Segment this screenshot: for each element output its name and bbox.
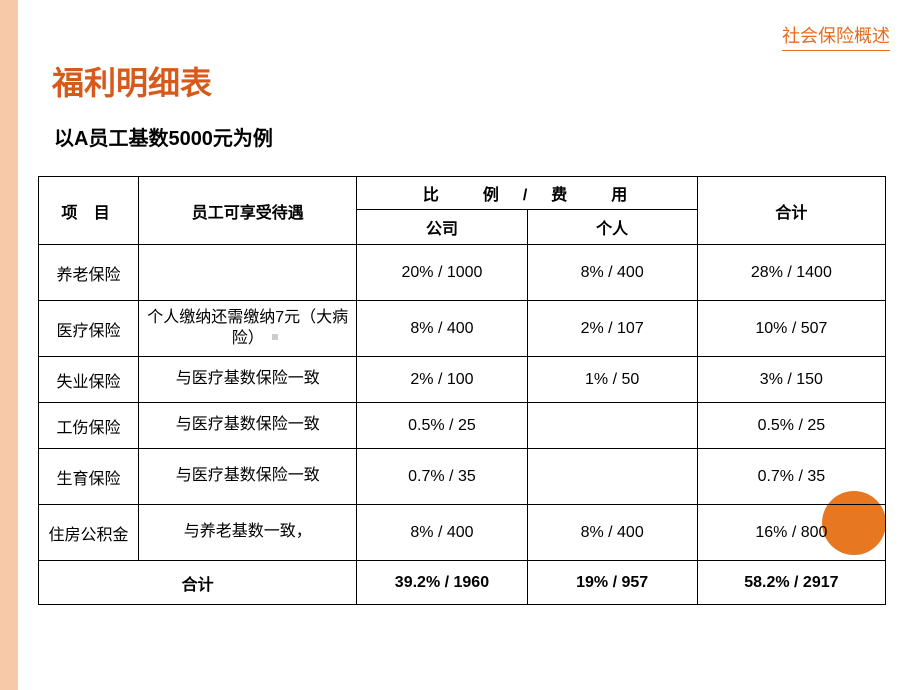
cell-individual: 8% / 400 xyxy=(527,505,697,561)
cell-individual xyxy=(527,403,697,449)
cell-company: 8% / 400 xyxy=(357,505,527,561)
cell-item: 失业保险 xyxy=(39,357,139,403)
cell-total: 0.5% / 25 xyxy=(697,403,885,449)
cell-item: 生育保险 xyxy=(39,449,139,505)
cell-individual: 2% / 107 xyxy=(527,301,697,357)
th-individual: 个人 xyxy=(527,210,697,245)
table-row: 生育保险 与医疗基数保险一致 0.7% / 35 0.7% / 35 xyxy=(39,449,886,505)
cell-total: 28% / 1400 xyxy=(697,245,885,301)
table-row: 养老保险 20% / 1000 8% / 400 28% / 1400 xyxy=(39,245,886,301)
cell-item: 工伤保险 xyxy=(39,403,139,449)
cell-total: 10% / 507 xyxy=(697,301,885,357)
table-row: 医疗保险 个人缴纳还需缴纳7元（大病险） 8% / 400 2% / 107 1… xyxy=(39,301,886,357)
th-total: 合计 xyxy=(697,177,885,245)
cell-company: 20% / 1000 xyxy=(357,245,527,301)
cell-company: 8% / 400 xyxy=(357,301,527,357)
th-ratio-cost: 比 例 / 费 用 xyxy=(357,177,697,210)
cell-company: 0.7% / 35 xyxy=(357,449,527,505)
cell-total: 16% / 800 xyxy=(697,505,885,561)
cell-total-company: 39.2% / 1960 xyxy=(357,561,527,605)
th-benefit: 员工可享受待遇 xyxy=(139,177,357,245)
th-company: 公司 xyxy=(357,210,527,245)
page-subtitle: 以A员工基数5000元为例 xyxy=(54,122,273,151)
left-accent-bar xyxy=(0,0,18,690)
th-item: 项 目 xyxy=(39,177,139,245)
cell-benefit xyxy=(139,245,357,301)
cell-item: 医疗保险 xyxy=(39,301,139,357)
table-row: 工伤保险 与医疗基数保险一致 0.5% / 25 0.5% / 25 xyxy=(39,403,886,449)
cell-benefit: 与医疗基数保险一致 xyxy=(139,449,357,505)
table-row-total: 合计 39.2% / 1960 19% / 957 58.2% / 2917 xyxy=(39,561,886,605)
cell-individual: 1% / 50 xyxy=(527,357,697,403)
cell-benefit: 与医疗基数保险一致 xyxy=(139,357,357,403)
cell-company: 0.5% / 25 xyxy=(357,403,527,449)
cell-total: 0.7% / 35 xyxy=(697,449,885,505)
cell-benefit: 与养老基数一致， xyxy=(139,505,357,561)
cell-total-total: 58.2% / 2917 xyxy=(697,561,885,605)
table-row: 住房公积金 与养老基数一致， 8% / 400 8% / 400 16% / 8… xyxy=(39,505,886,561)
benefits-table: 项 目 员工可享受待遇 比 例 / 费 用 合计 公司 个人 养老保险 20% … xyxy=(38,176,886,605)
cell-item: 住房公积金 xyxy=(39,505,139,561)
cell-total-individual: 19% / 957 xyxy=(527,561,697,605)
cell-total-label: 合计 xyxy=(39,561,357,605)
cell-company: 2% / 100 xyxy=(357,357,527,403)
page-title: 福利明细表 xyxy=(52,58,212,104)
cell-benefit: 个人缴纳还需缴纳7元（大病险） xyxy=(139,301,357,357)
table-row: 失业保险 与医疗基数保险一致 2% / 100 1% / 50 3% / 150 xyxy=(39,357,886,403)
cell-total: 3% / 150 xyxy=(697,357,885,403)
cell-benefit: 与医疗基数保险一致 xyxy=(139,403,357,449)
benefits-table-container: 项 目 员工可享受待遇 比 例 / 费 用 合计 公司 个人 养老保险 20% … xyxy=(38,176,886,605)
cell-item: 养老保险 xyxy=(39,245,139,301)
cell-individual: 8% / 400 xyxy=(527,245,697,301)
cell-individual xyxy=(527,449,697,505)
header-link[interactable]: 社会保险概述 xyxy=(782,22,890,51)
